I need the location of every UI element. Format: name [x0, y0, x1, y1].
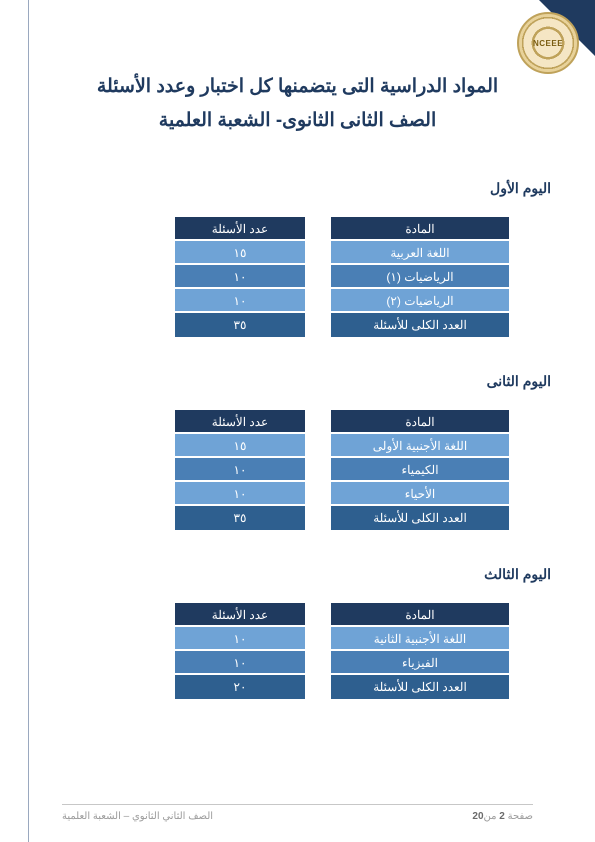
count-cell: ١٠	[175, 651, 305, 675]
day-label: اليوم الثالث	[62, 566, 551, 583]
subject-cell: الرياضيات (١)	[331, 265, 509, 289]
day-label: اليوم الأول	[62, 180, 551, 197]
subject-column: المادةاللغة الأجنبية الأولىالكيمياءالأحي…	[331, 410, 509, 530]
title-line-1: المواد الدراسية التى يتضمنها كل اختبار و…	[62, 70, 533, 104]
subject-cell: اللغة الأجنبية الثانية	[331, 627, 509, 651]
footer-doc-title: الصف الثاني الثانوي – الشعبة العلمية	[62, 811, 213, 822]
subject-column: المادةاللغة العربيةالرياضيات (١)الرياضيا…	[331, 217, 509, 337]
total-count-cell: ٢٠	[175, 675, 305, 699]
day-table: المادةاللغة الأجنبية الثانيةالفيزياءالعد…	[62, 603, 533, 699]
col-header-subject: المادة	[331, 217, 509, 241]
page-number: صفحة 2 من20	[472, 811, 533, 822]
subject-cell: الأحياء	[331, 482, 509, 506]
total-label-cell: العدد الكلى للأسئلة	[331, 675, 509, 699]
logo-text: NCEEE	[533, 39, 563, 48]
total-count-cell: ٣٥	[175, 506, 305, 530]
total-label-cell: العدد الكلى للأسئلة	[331, 506, 509, 530]
day-label: اليوم الثانى	[62, 373, 551, 390]
col-header-subject: المادة	[331, 410, 509, 434]
day-table: المادةاللغة العربيةالرياضيات (١)الرياضيا…	[62, 217, 533, 337]
page-footer: صفحة 2 من20 الصف الثاني الثانوي – الشعبة…	[62, 804, 533, 822]
subject-cell: اللغة الأجنبية الأولى	[331, 434, 509, 458]
count-column: عدد الأسئلة١٥١٠١٠٣٥	[175, 217, 305, 337]
count-cell: ١٠	[175, 265, 305, 289]
nceee-logo: NCEEE	[517, 12, 579, 74]
subject-cell: الرياضيات (٢)	[331, 289, 509, 313]
col-header-count: عدد الأسئلة	[175, 217, 305, 241]
count-column: عدد الأسئلة١٥١٠١٠٣٥	[175, 410, 305, 530]
subject-cell: اللغة العربية	[331, 241, 509, 265]
count-cell: ١٠	[175, 458, 305, 482]
subject-column: المادةاللغة الأجنبية الثانيةالفيزياءالعد…	[331, 603, 509, 699]
col-header-count: عدد الأسئلة	[175, 603, 305, 627]
count-cell: ١٠	[175, 627, 305, 651]
count-cell: ١٥	[175, 241, 305, 265]
page-title: المواد الدراسية التى يتضمنها كل اختبار و…	[62, 70, 533, 138]
left-margin-line	[28, 0, 29, 842]
count-cell: ١٠	[175, 482, 305, 506]
total-count-cell: ٣٥	[175, 313, 305, 337]
col-header-count: عدد الأسئلة	[175, 410, 305, 434]
count-column: عدد الأسئلة١٠١٠٢٠	[175, 603, 305, 699]
count-cell: ١٥	[175, 434, 305, 458]
day-table: المادةاللغة الأجنبية الأولىالكيمياءالأحي…	[62, 410, 533, 530]
page-content: المواد الدراسية التى يتضمنها كل اختبار و…	[62, 70, 533, 735]
title-line-2: الصف الثانى الثانوى- الشعبة العلمية	[62, 104, 533, 138]
subject-cell: الفيزياء	[331, 651, 509, 675]
col-header-subject: المادة	[331, 603, 509, 627]
subject-cell: الكيمياء	[331, 458, 509, 482]
count-cell: ١٠	[175, 289, 305, 313]
total-label-cell: العدد الكلى للأسئلة	[331, 313, 509, 337]
